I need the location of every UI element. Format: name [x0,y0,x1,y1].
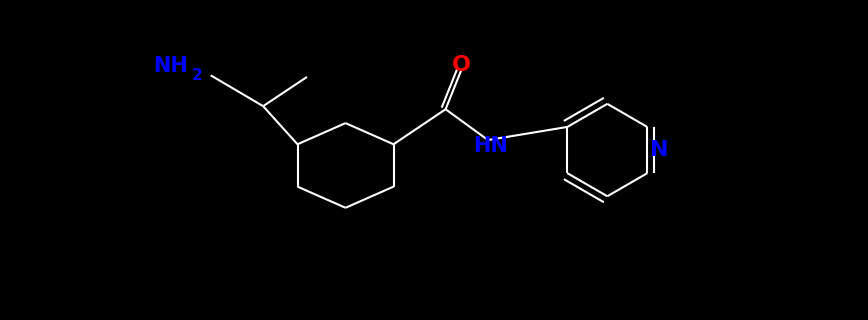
Text: N: N [650,140,669,160]
Text: 2: 2 [192,68,202,83]
Text: O: O [452,55,471,75]
Text: HN: HN [473,136,508,156]
Text: NH: NH [154,56,188,76]
